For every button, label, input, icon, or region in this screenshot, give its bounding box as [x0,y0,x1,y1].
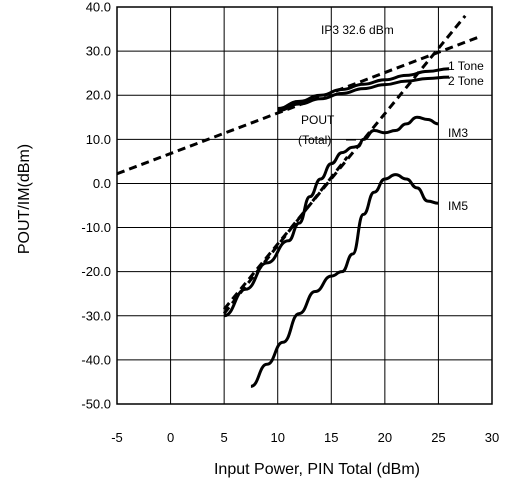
x-tick-label: 15 [324,430,338,445]
series-1-tone [277,67,450,110]
y-tick-label: 0.0 [93,176,111,191]
x-tick-label: 5 [221,430,228,445]
series-im3-extrapolation [222,14,467,311]
x-tick-label: 25 [431,430,445,445]
y-tick-label: 10.0 [86,132,111,147]
plot-frame [116,6,493,405]
annotation-im3: IM3 [448,126,468,140]
y-tick-label: -20.0 [81,264,111,279]
x-tick-label: 0 [167,430,174,445]
series-im3 [223,115,439,318]
y-tick-label: -10.0 [81,220,111,235]
y-tick-label: 20.0 [86,88,111,103]
x-tick-label: 20 [378,430,392,445]
y-tick-label: 30.0 [86,44,111,59]
annotation-pout: POUT [301,113,335,127]
annotation-one-tone: 1 Tone [448,59,484,73]
series-im3-extrapolation-short [222,156,349,315]
y-tick-label: -30.0 [81,308,111,323]
annotation-ip3: IP3 32.6 dBm [321,23,394,37]
tick-labels: -5 0 5 10 15 20 25 30 -50.0 -40.0 -30.0 -20.0 -10.0 0… [81,0,499,445]
annotation-two-tone: 2 Tone [448,74,484,88]
y-tick-label: -50.0 [81,397,111,412]
x-tick-label: 10 [270,430,284,445]
x-tick-label: -5 [111,430,123,445]
x-axis-title: Input Power, PIN Total (dBm) [214,461,420,478]
annotation-im5: IM5 [448,199,468,213]
y-tick-label: 40.0 [86,0,111,15]
y-tick-label: -40.0 [81,352,111,367]
series-lines [116,14,482,388]
annotation-pout-total: (Total) [298,133,331,147]
y-axis-title: POUT/IM(dBm) [16,144,33,254]
x-tick-label: 30 [485,430,499,445]
grid [117,7,492,404]
series-im5 [250,173,439,388]
